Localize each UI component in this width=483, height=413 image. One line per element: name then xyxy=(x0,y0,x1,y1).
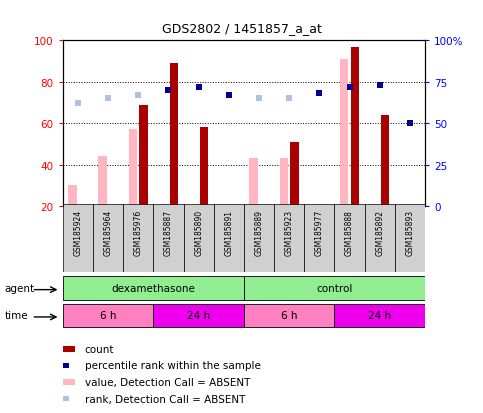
Text: count: count xyxy=(85,344,114,354)
Text: GDS2802 / 1451857_a_at: GDS2802 / 1451857_a_at xyxy=(161,22,322,36)
Bar xyxy=(68,186,77,206)
Bar xyxy=(334,204,365,273)
Bar xyxy=(274,204,304,273)
Bar xyxy=(395,204,425,273)
Bar xyxy=(200,128,208,206)
Text: GSM185892: GSM185892 xyxy=(375,209,384,255)
Bar xyxy=(381,116,389,206)
Text: 24 h: 24 h xyxy=(368,311,391,320)
Text: GSM185977: GSM185977 xyxy=(315,209,324,255)
Bar xyxy=(63,304,154,327)
Bar xyxy=(340,60,348,206)
Text: GSM185964: GSM185964 xyxy=(103,209,113,255)
Bar xyxy=(249,159,258,206)
Bar xyxy=(93,204,123,273)
Text: GSM185923: GSM185923 xyxy=(284,209,294,255)
Bar xyxy=(184,204,213,273)
Bar xyxy=(63,204,93,273)
Text: dexamethasone: dexamethasone xyxy=(112,283,195,293)
Text: GSM185924: GSM185924 xyxy=(73,209,83,255)
Bar xyxy=(140,105,148,206)
Bar xyxy=(335,304,425,327)
Bar xyxy=(365,204,395,273)
Text: GSM185893: GSM185893 xyxy=(405,209,414,255)
Text: GSM185889: GSM185889 xyxy=(255,209,264,255)
Bar xyxy=(244,204,274,273)
Text: value, Detection Call = ABSENT: value, Detection Call = ABSENT xyxy=(85,377,250,387)
Text: percentile rank within the sample: percentile rank within the sample xyxy=(85,361,260,370)
Bar xyxy=(154,304,244,327)
Text: GSM185976: GSM185976 xyxy=(134,209,143,255)
Text: agent: agent xyxy=(5,283,35,293)
Text: GSM185887: GSM185887 xyxy=(164,209,173,255)
Text: control: control xyxy=(316,283,353,293)
Bar xyxy=(63,276,244,300)
Bar xyxy=(290,142,299,206)
Bar xyxy=(128,130,137,206)
Text: 6 h: 6 h xyxy=(100,311,116,320)
Text: GSM185891: GSM185891 xyxy=(224,209,233,255)
Text: 24 h: 24 h xyxy=(187,311,210,320)
Text: 6 h: 6 h xyxy=(281,311,298,320)
Bar xyxy=(244,304,334,327)
Bar xyxy=(154,204,184,273)
Bar xyxy=(123,204,154,273)
Bar xyxy=(280,159,288,206)
Bar xyxy=(244,276,425,300)
Bar xyxy=(170,64,178,206)
Bar xyxy=(213,204,244,273)
Text: GSM185890: GSM185890 xyxy=(194,209,203,255)
Text: time: time xyxy=(5,311,28,320)
Bar xyxy=(99,157,107,206)
Text: rank, Detection Call = ABSENT: rank, Detection Call = ABSENT xyxy=(85,394,245,404)
Bar xyxy=(351,47,359,206)
Text: GSM185888: GSM185888 xyxy=(345,209,354,255)
Bar xyxy=(304,204,334,273)
